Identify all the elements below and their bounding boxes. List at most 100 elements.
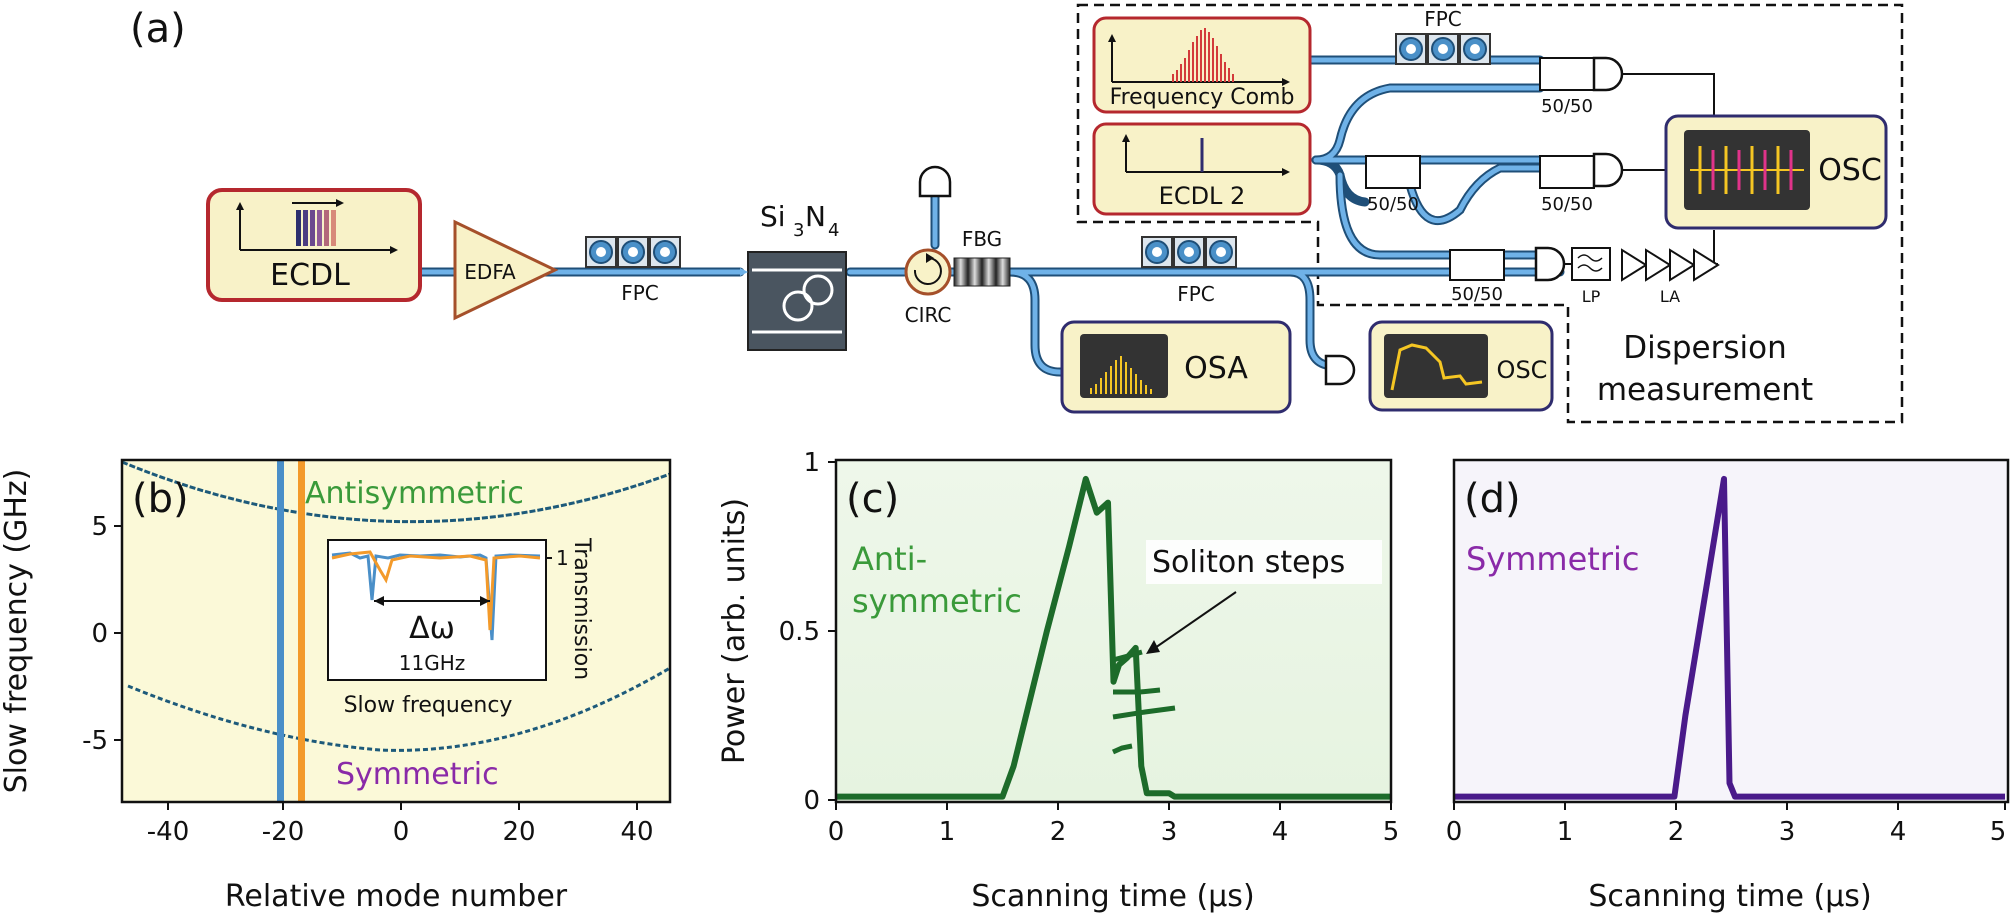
laser-spectrum-icon: [292, 199, 344, 246]
ecdl-label: ECDL: [270, 258, 350, 293]
panel-d-xtick: 5: [1990, 817, 2007, 847]
symmetric-band: [127, 666, 670, 752]
panel-b-ylabel: Slow frequency (GHz): [0, 469, 34, 794]
panel-b-ytick: 0: [91, 619, 108, 649]
fpc-3-label: FPC: [1424, 7, 1462, 31]
fpc-1: FPC: [585, 236, 681, 305]
frequency-comb-box: Frequency Comb: [1092, 16, 1312, 114]
panel-c-ytick: 0.5: [779, 617, 820, 647]
comb-label: Frequency Comb: [1110, 85, 1295, 110]
panel-c-trace: [836, 475, 1391, 800]
panel-d-xlabel: Scanning time (μs): [1588, 879, 1871, 914]
panel-b-ytick: -5: [82, 726, 108, 756]
osa-label: OSA: [1184, 351, 1248, 386]
panel-c-xtick: 2: [1050, 817, 1067, 847]
panel-c: (c) Anti- symmetric Soliton steps 0 1 2 …: [717, 448, 1399, 914]
chip-label-si: Si: [760, 200, 786, 233]
panel-d-xtick: 1: [1557, 817, 1574, 847]
panel-a: (a) Dispersion measurement: [130, 3, 1904, 424]
limiting-amplifier: LA: [1621, 248, 1720, 306]
osc-pulse-train-icon: [1690, 146, 1804, 194]
edfa-label: EDFA: [464, 260, 516, 284]
lp-label: LP: [1582, 287, 1601, 306]
circulator: CIRC: [904, 248, 952, 327]
coupler-mid-right: 50/50: [1539, 155, 1595, 215]
osc-box-upper: OSC: [1664, 114, 1888, 230]
comb-spectrum-icon: [1172, 28, 1234, 82]
symmetric-annotation-d: Symmetric: [1466, 540, 1639, 578]
coupler-top: 50/50: [1539, 57, 1595, 117]
panel-c-ytick: 1: [803, 448, 820, 478]
panel-b: (b) Antisymmetric Symmetric Δω 11GHz 1 S…: [0, 458, 672, 914]
fpc-2: FPC: [1141, 236, 1237, 306]
chip-label-n: N: [805, 200, 826, 233]
soliton-step-traces: [1111, 649, 1176, 755]
panel-c-xticks: [835, 802, 1392, 810]
panel-b-xtick: 40: [620, 817, 653, 847]
panel-d-xtick: 0: [1446, 817, 1463, 847]
circ-label: CIRC: [905, 303, 952, 327]
photodiode-icon: [1324, 354, 1356, 386]
panel-c-xtick: 1: [939, 817, 956, 847]
dispersion-label-line1: Dispersion: [1623, 330, 1787, 366]
fbg-label: FBG: [962, 227, 1002, 251]
dispersion-measurement-box: [1076, 3, 1904, 424]
panel-c-ytick: 0: [803, 786, 820, 816]
low-pass-filter: LP: [1571, 247, 1611, 306]
inset-xlabel: Slow frequency: [344, 693, 513, 718]
coupler-top-label: 50/50: [1541, 96, 1593, 117]
panel-d-xticks: [1453, 802, 2006, 810]
dispersion-label-line2: measurement: [1597, 372, 1813, 408]
panel-c-xtick: 3: [1161, 817, 1178, 847]
chip-label-sub3: 3: [793, 220, 804, 241]
panel-b-xtick: 0: [393, 817, 410, 847]
panel-b-frame: [120, 458, 672, 804]
panel-b-ytick: 5: [91, 512, 108, 542]
coupler-mid-right-label: 50/50: [1541, 194, 1593, 215]
ecdl2-box: ECDL 2: [1092, 122, 1312, 216]
soliton-steps-annotation: Soliton steps: [1152, 545, 1345, 580]
panel-b-yticks: [114, 525, 122, 741]
mode-line-orange: [298, 460, 305, 802]
panel-d: (d) Symmetric 0 1 2 3 4 5 Scanning time …: [1446, 458, 2010, 914]
panel-c-xtick: 4: [1272, 817, 1289, 847]
la-label: LA: [1660, 287, 1680, 306]
inset-tick-1: 1: [556, 546, 569, 570]
inset-delta-omega: Δω: [409, 611, 455, 646]
panel-b-xtick: 20: [502, 817, 535, 847]
transmission-inset: Δω 11GHz 1 Slow frequency Transmission: [327, 537, 594, 718]
fpc-2-label: FPC: [1177, 282, 1215, 306]
fpc-1-label: FPC: [621, 281, 659, 305]
panel-d-frame: [1452, 458, 2010, 804]
panel-b-plot: [122, 460, 670, 802]
osc-upper-label: OSC: [1818, 153, 1882, 188]
osc-box-lower: OSC: [1368, 320, 1554, 412]
antisymmetric-annotation-1: Anti-: [852, 540, 927, 578]
ecdl2-label: ECDL 2: [1159, 182, 1246, 210]
coupler-mid-left: 50/50: [1365, 155, 1421, 215]
panel-b-xtick: -40: [147, 817, 189, 847]
osa-spectrum-icon: [1090, 356, 1152, 394]
panel-d-xtick: 2: [1668, 817, 1685, 847]
panel-a-label: (a): [130, 6, 186, 52]
si3n4-chip: Si 3 N 4: [740, 200, 847, 351]
panel-b-label: (b): [132, 476, 189, 522]
antisymmetric-band: [122, 460, 670, 524]
osa-box: OSA: [1060, 320, 1292, 414]
photodiode-icon: [918, 165, 952, 198]
panel-c-yticks: [828, 461, 836, 801]
panel-d-xtick: 3: [1779, 817, 1796, 847]
panel-d-label: (d): [1464, 476, 1521, 522]
panel-b-xlabel: Relative mode number: [225, 879, 568, 914]
antisymmetric-annotation: Antisymmetric: [305, 476, 524, 511]
antisymmetric-annotation-2: symmetric: [852, 582, 1022, 620]
symmetric-annotation: Symmetric: [336, 757, 499, 792]
fbg: FBG: [953, 227, 1011, 287]
photodiode-icon: [1534, 56, 1624, 282]
soliton-arrow: [1151, 591, 1237, 651]
chip-label-sub4: 4: [828, 220, 839, 241]
osc-trace-icon: [1390, 343, 1483, 391]
panel-d-xtick: 4: [1890, 817, 1907, 847]
panel-b-xticks: [167, 802, 638, 810]
